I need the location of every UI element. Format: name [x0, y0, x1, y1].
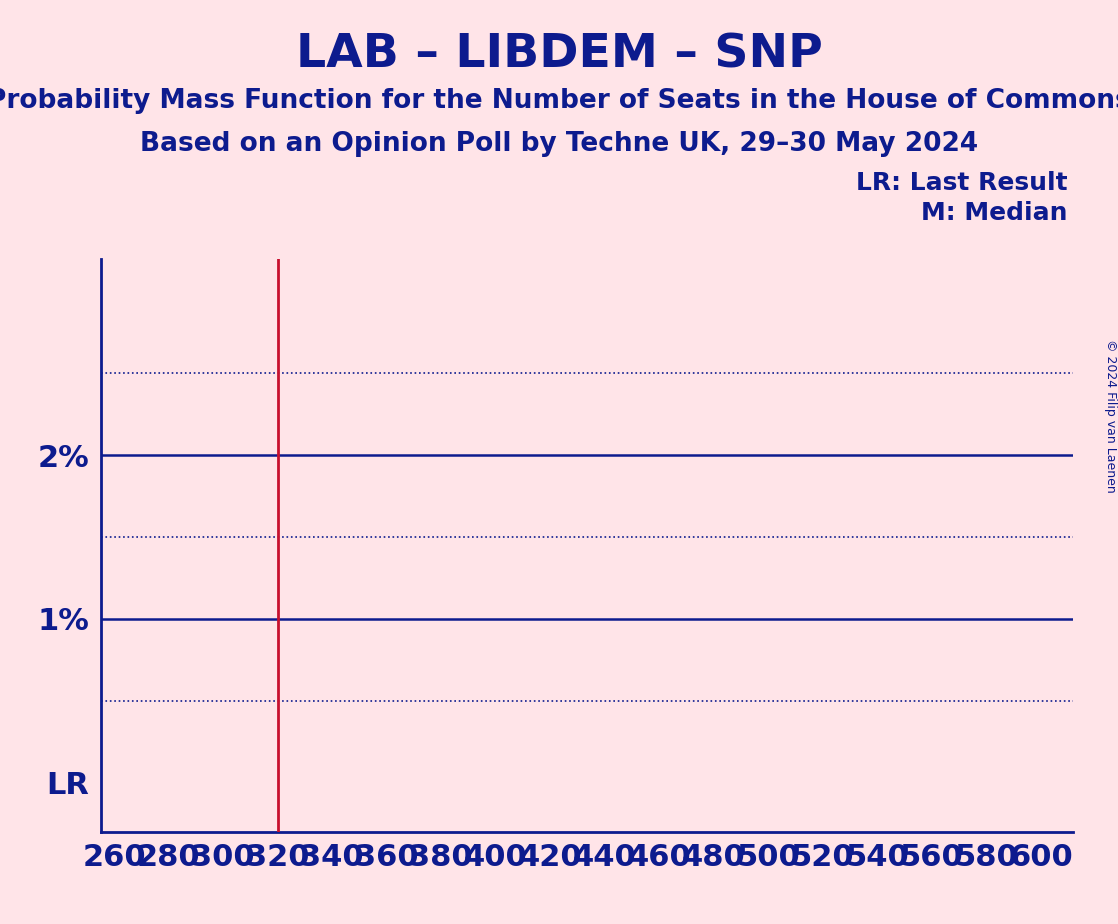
Text: Probability Mass Function for the Number of Seats in the House of Commons: Probability Mass Function for the Number…: [0, 88, 1118, 114]
Text: © 2024 Filip van Laenen: © 2024 Filip van Laenen: [1103, 339, 1117, 492]
Text: LR: Last Result: LR: Last Result: [856, 171, 1068, 195]
Text: Based on an Opinion Poll by Techne UK, 29–30 May 2024: Based on an Opinion Poll by Techne UK, 2…: [140, 131, 978, 157]
Text: M: Median: M: Median: [921, 201, 1068, 225]
Text: LAB – LIBDEM – SNP: LAB – LIBDEM – SNP: [295, 32, 823, 78]
